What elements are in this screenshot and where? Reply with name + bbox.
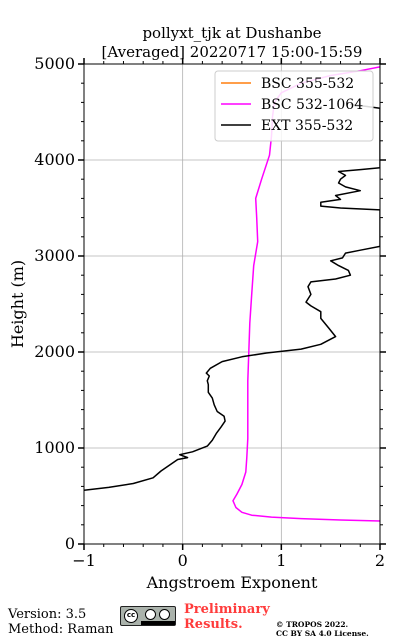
angstroem-profile-chart: pollyxt_tjk at Dushanbe [Averaged] 20220… [8, 24, 386, 592]
license-text: CC BY SA 4.0 License. [276, 629, 369, 638]
legend-label: EXT 355-532 [261, 118, 353, 134]
legend-label: BSC 532-1064 [261, 97, 363, 113]
series-line-ext-355-532 [84, 103, 380, 491]
copyright-text: © TROPOS 2022. [276, 620, 349, 629]
method-text: Method: Raman [8, 622, 114, 637]
y-tick-label: 1000 [34, 438, 75, 457]
y-tick-label: 0 [65, 534, 75, 553]
x-tick-label: 2 [375, 551, 385, 570]
chart-title-line1: pollyxt_tjk at Dushanbe [142, 24, 321, 42]
legend-box [214, 70, 374, 142]
x-tick-label: 0 [178, 551, 188, 570]
version-text: Version: 3.5 [8, 607, 87, 622]
x-tick-label: −1 [72, 551, 96, 570]
legend: BSC 355-532 BSC 532-1064 EXT 355-532 [214, 70, 374, 142]
y-tick-label: 3000 [34, 246, 75, 265]
y-axis-label: Height (m) [8, 260, 27, 348]
preliminary-notice-line2: Results. [184, 617, 243, 632]
legend-label: BSC 355-532 [261, 76, 354, 92]
y-tick-label: 5000 [34, 54, 75, 73]
plot-frame [83, 63, 381, 545]
chart-title-line2: [Averaged] 20220717 15:00-15:59 [102, 43, 363, 61]
y-tick-label: 2000 [34, 342, 75, 361]
y-tick-label: 4000 [34, 150, 75, 169]
x-tick-label: 1 [276, 551, 286, 570]
cc-by-sa-icon: cc [120, 606, 176, 626]
x-axis-label: Angstroem Exponent [146, 573, 318, 592]
preliminary-notice: Preliminary [184, 602, 270, 617]
